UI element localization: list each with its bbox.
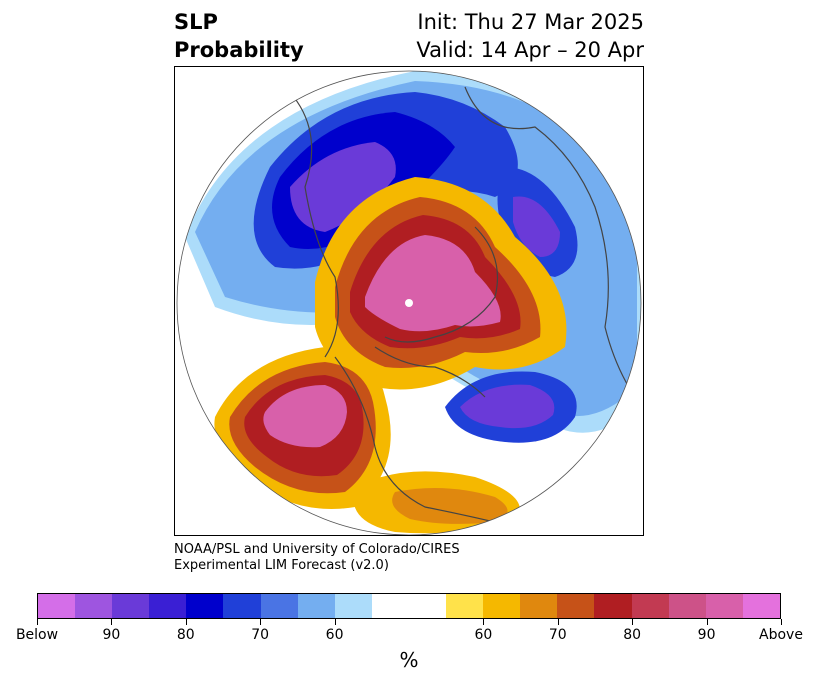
- init-date: Init: Thu 27 Mar 2025: [417, 10, 644, 34]
- forecast-dates: Init: Thu 27 Mar 2025 Valid: 14 Apr – 20…: [416, 8, 644, 64]
- title-line-2: Probability: [174, 38, 304, 62]
- colorbar-swatch: [520, 594, 558, 618]
- colorbar-swatch: [594, 594, 632, 618]
- colorbar-tick: [483, 619, 485, 625]
- colorbar-tick: [260, 619, 262, 625]
- colorbar-tick-label: 90: [102, 627, 121, 643]
- colorbar-swatch: [186, 594, 224, 618]
- globe-outline: [176, 70, 642, 535]
- coastlines: [284, 86, 636, 528]
- map-svg: [176, 70, 642, 535]
- colorbar-tick: [632, 619, 634, 625]
- colorbar-tick: [334, 619, 336, 625]
- colorbar-tick-label: 70: [548, 627, 567, 643]
- colorbar-tick: [557, 619, 559, 625]
- colorbar-swatch: [260, 594, 298, 618]
- north-pole-marker: [405, 299, 413, 307]
- colorbar-tick: [781, 619, 782, 625]
- credit-line-1: NOAA/PSL and University of Colorado/CIRE…: [174, 542, 460, 557]
- colorbar-swatch: [223, 594, 261, 618]
- colorbar-tick-label: Above: [759, 627, 803, 643]
- colorbar-swatch: [742, 594, 780, 618]
- colorbar-tick: [706, 619, 708, 625]
- colorbar-swatch: [631, 594, 669, 618]
- below-region-east-90: [513, 196, 560, 257]
- colorbar-unit: %: [399, 648, 419, 672]
- colorbar-swatch: [557, 594, 595, 618]
- colorbar-tick-label: 80: [623, 627, 642, 643]
- colorbar-tick-label: 60: [325, 627, 344, 643]
- colorbar-swatch: [334, 594, 372, 618]
- above-region-na-90: [263, 385, 347, 448]
- colorbar-swatch: [112, 594, 150, 618]
- colorbar-tick-label: 70: [251, 627, 270, 643]
- colorbar-swatch: [371, 594, 409, 618]
- below-region-90: [290, 142, 396, 232]
- colorbar-tick-label: 80: [176, 627, 195, 643]
- colorbar-tick-label: Below: [15, 627, 59, 643]
- colorbar-tick: [37, 619, 38, 625]
- title-line-1: SLP: [174, 10, 218, 34]
- colorbar-swatch: [483, 594, 521, 618]
- colorbar-swatch: [408, 594, 447, 618]
- valid-dates: Valid: 14 Apr – 20 Apr: [416, 38, 644, 62]
- colorbar-swatch: [149, 594, 187, 618]
- probability-map: [174, 66, 644, 536]
- map-title: SLP Probability: [174, 8, 304, 64]
- colorbar: [37, 593, 781, 619]
- above-region-se-70: [392, 488, 508, 524]
- colorbar-tick-label: 90: [697, 627, 716, 643]
- colorbar-swatch: [668, 594, 706, 618]
- colorbar-swatch: [705, 594, 743, 618]
- colorbar-tick: [185, 619, 187, 625]
- colorbar-tick-label: 60: [474, 627, 493, 643]
- colorbar-swatch: [75, 594, 113, 618]
- credit-line-2: Experimental LIM Forecast (v2.0): [174, 558, 389, 573]
- colorbar-tick: [111, 619, 113, 625]
- credit: NOAA/PSL and University of Colorado/CIRE…: [174, 542, 460, 574]
- colorbar-swatch: [38, 594, 76, 618]
- colorbar-swatch: [297, 594, 335, 618]
- colorbar-swatch: [446, 594, 484, 618]
- above-region-arctic-90: [365, 235, 501, 332]
